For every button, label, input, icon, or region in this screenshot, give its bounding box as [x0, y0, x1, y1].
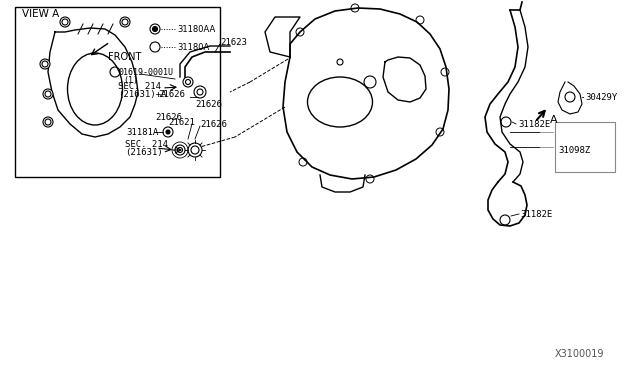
Circle shape [40, 59, 50, 69]
Text: 31182E: 31182E [520, 209, 552, 218]
Text: VIEW A: VIEW A [22, 9, 60, 19]
Circle shape [152, 26, 157, 32]
Text: 31181A: 31181A [126, 128, 158, 137]
Text: SEC. 214: SEC. 214 [118, 81, 161, 90]
Circle shape [166, 130, 170, 134]
Text: SEC. 214: SEC. 214 [125, 140, 168, 148]
Text: (21631)+A: (21631)+A [118, 90, 166, 99]
Text: 21626: 21626 [195, 99, 222, 109]
Text: X3100019: X3100019 [555, 349, 605, 359]
Circle shape [60, 17, 70, 27]
Text: 21623: 21623 [220, 38, 247, 46]
Text: 01619-0001U: 01619-0001U [118, 67, 173, 77]
Text: 21626: 21626 [158, 90, 185, 99]
Text: (1): (1) [123, 76, 138, 84]
Text: A: A [550, 115, 557, 125]
Circle shape [43, 89, 53, 99]
Text: 21626: 21626 [155, 112, 182, 122]
Circle shape [120, 17, 130, 27]
Bar [555, 122, 615, 172]
Text: (21631): (21631) [125, 148, 163, 157]
Text: 31180A: 31180A [177, 42, 209, 51]
Circle shape [43, 117, 53, 127]
Text: 30429Y: 30429Y [585, 93, 617, 102]
Bar [15, 7, 220, 177]
Text: 21626: 21626 [200, 119, 227, 128]
Text: 31180AA: 31180AA [177, 25, 215, 33]
Text: 21621: 21621 [168, 118, 195, 126]
Text: FRONT: FRONT [108, 52, 141, 62]
Text: 31182E: 31182E [518, 119, 550, 128]
Text: 31098Z: 31098Z [558, 145, 590, 154]
